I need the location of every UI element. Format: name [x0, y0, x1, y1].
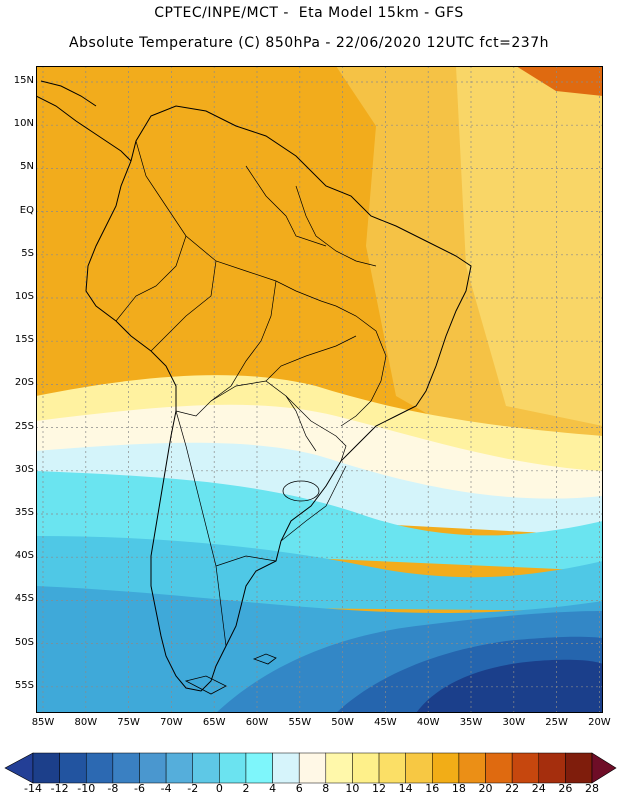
lon-label: 35W	[459, 717, 483, 728]
colorbar-level-label: -6	[133, 782, 145, 795]
colorbar-swatch	[325, 752, 353, 784]
lat-label: 10S	[14, 291, 34, 302]
lon-label: 65W	[202, 717, 226, 728]
colorbar-swatch	[432, 752, 460, 784]
colorbar-level-label: 14	[398, 782, 413, 795]
lon-label: 40W	[416, 717, 440, 728]
colorbar-swatch	[298, 752, 327, 784]
lat-label: 50S	[14, 636, 34, 648]
colorbar-level-label: 26	[558, 782, 573, 795]
caribbean-coast	[40, 80, 97, 107]
lon-label: 20W	[588, 717, 611, 728]
colorbar-swatch	[85, 752, 114, 784]
lon-label: 50W	[331, 717, 354, 728]
lat-label: 35S	[14, 507, 34, 518]
colorbar-high-arrow	[591, 752, 617, 784]
colorbar-level-label: 20	[478, 782, 493, 795]
south-america-coastline	[85, 105, 472, 692]
colorbar-level-label: 6	[295, 782, 303, 795]
lat-label: EQ	[19, 204, 34, 216]
temperature-map	[36, 66, 603, 713]
colorbar-swatch	[219, 752, 247, 784]
lat-label: 40S	[14, 550, 34, 562]
colorbar-level-label: 22	[505, 782, 520, 795]
colorbar-level-label: -12	[50, 782, 69, 795]
lat-label: 25S	[14, 420, 34, 432]
colorbar-level-label: 12	[372, 782, 387, 795]
colorbar-swatch	[192, 752, 220, 784]
colorbar-level-label: -10	[77, 782, 96, 795]
colorbar-swatch	[352, 752, 380, 784]
lon-label: 30W	[502, 717, 526, 728]
lon-label: 25W	[545, 717, 568, 728]
colorbar-swatch	[378, 752, 406, 784]
colorbar-level-label: 24	[531, 782, 546, 795]
lon-label: 70W	[160, 717, 183, 728]
colorbar-swatch	[272, 752, 300, 784]
colorbar-level-label: 8	[322, 782, 330, 795]
lagoon	[282, 480, 320, 502]
lon-label: 45W	[374, 717, 397, 728]
lat-label: 20S	[14, 377, 34, 389]
lon-label: 80W	[74, 717, 98, 728]
colorbar-swatch	[485, 752, 513, 784]
colorbar-swatch	[405, 752, 433, 784]
lat-label: 10N	[13, 118, 34, 130]
colorbar-level-label: -14	[24, 782, 42, 795]
colorbar-swatch	[59, 752, 87, 784]
colorbar-level-label: 28	[585, 782, 599, 795]
colorbar-level-label: 16	[425, 782, 440, 795]
lon-label: 85W	[31, 717, 55, 728]
colorbar-level-label: 4	[269, 782, 277, 795]
colorbar-swatch	[565, 752, 593, 784]
colorbar-swatch	[245, 752, 273, 784]
colorbar-level-label: -2	[187, 782, 199, 795]
map-title-line1: CPTEC/INPE/MCT - Eta Model 15km - GFS	[154, 5, 464, 21]
colorbar-swatch	[112, 752, 140, 784]
colorbar-swatch	[538, 752, 566, 784]
colorbar-level-label: 10	[345, 782, 360, 795]
colorbar-swatch	[511, 752, 540, 784]
colorbar-level-label: -8	[107, 782, 119, 795]
band-aqua	[36, 536, 603, 611]
colorbar-swatch	[139, 752, 167, 784]
lat-label: 30S	[14, 463, 34, 475]
lat-label: 15S	[14, 334, 34, 346]
lat-label: 5S	[21, 247, 34, 259]
colorbar-level-label: 0	[215, 782, 223, 795]
lon-label: 60W	[245, 717, 269, 728]
colorbar-swatch	[458, 752, 486, 784]
lat-label: 15N	[13, 75, 34, 86]
colorbar-low-arrow	[4, 752, 34, 784]
band-hot-ne	[516, 66, 603, 96]
falkland-islands	[252, 653, 277, 665]
map-title-line2: Absolute Temperature (C) 850hPa - 22/06/…	[69, 35, 549, 51]
colorbar-swatch	[165, 752, 193, 784]
lon-label: 55W	[288, 717, 312, 728]
colorbar	[4, 752, 617, 784]
lat-label: 45S	[14, 593, 34, 605]
colorbar-level-label: 2	[242, 782, 250, 795]
tierra-del-fuego	[184, 675, 227, 695]
map-frame	[36, 66, 603, 713]
central-america-coast	[36, 95, 132, 162]
colorbar-swatch	[32, 752, 60, 784]
band-mild-east	[456, 66, 603, 426]
lon-label: 75W	[117, 717, 140, 728]
band-navy	[416, 659, 603, 713]
lat-label: 55S	[14, 679, 34, 691]
lat-label: 5N	[20, 161, 34, 173]
colorbar-level-label: -4	[160, 782, 172, 795]
colorbar-level-label: 18	[451, 782, 466, 795]
country-borders	[115, 140, 387, 647]
